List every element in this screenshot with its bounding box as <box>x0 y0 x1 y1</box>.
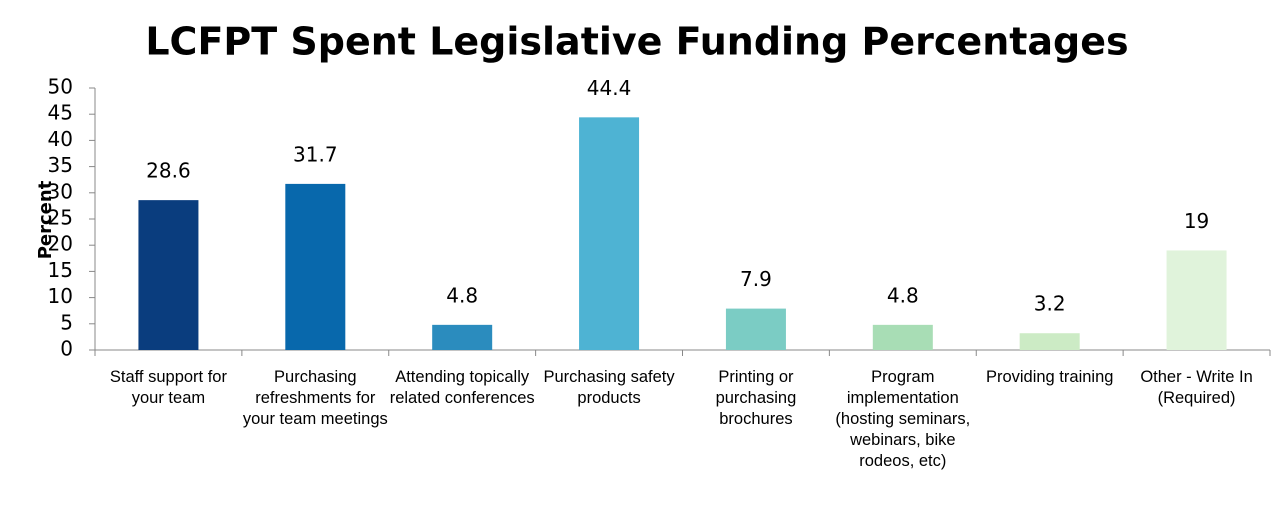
x-tick-label: Program implementation (hosting seminars… <box>835 368 971 470</box>
y-tick-label: 15 <box>48 258 73 282</box>
y-tick-label: 0 <box>60 337 73 361</box>
y-tick-label: 25 <box>48 206 73 230</box>
bar <box>872 324 933 350</box>
bar <box>725 308 786 350</box>
y-tick-label: 30 <box>48 179 73 203</box>
y-axis-label: Percent <box>35 180 56 259</box>
y-tick-label: 40 <box>48 127 73 151</box>
value-label: 7.9 <box>740 267 772 291</box>
y-tick-label: 10 <box>48 284 73 308</box>
bar <box>579 117 640 351</box>
value-label: 4.8 <box>887 283 919 307</box>
y-tick-label: 35 <box>48 153 73 177</box>
chart-title: LCFPT Spent Legislative Funding Percenta… <box>145 20 1128 64</box>
value-label: 19 <box>1184 209 1209 233</box>
value-label: 3.2 <box>1034 292 1066 316</box>
x-tick-label: Providing training <box>985 368 1114 386</box>
bar <box>138 200 199 350</box>
bar <box>1166 250 1227 350</box>
bar <box>1019 333 1080 350</box>
x-tick-label: Staff support for your team <box>109 368 227 407</box>
y-tick-label: 50 <box>48 75 73 99</box>
y-tick-label: 5 <box>60 310 73 334</box>
x-tick-label: Attending topically related conferences <box>389 368 535 407</box>
value-label: 4.8 <box>446 283 478 307</box>
bar <box>285 183 346 350</box>
value-label: 31.7 <box>293 142 338 166</box>
x-tick-label: Other - Write In (Required) <box>1140 368 1253 407</box>
value-label: 28.6 <box>146 159 191 183</box>
x-tick-label: Purchasing refreshments for your team me… <box>242 368 388 428</box>
value-label: 44.4 <box>587 76 632 100</box>
x-tick-label: Printing or purchasing brochures <box>715 368 797 428</box>
x-tick-label: Purchasing safety products <box>543 368 675 407</box>
bar <box>432 324 493 350</box>
y-tick-label: 45 <box>48 101 73 125</box>
y-tick-label: 20 <box>48 232 73 256</box>
